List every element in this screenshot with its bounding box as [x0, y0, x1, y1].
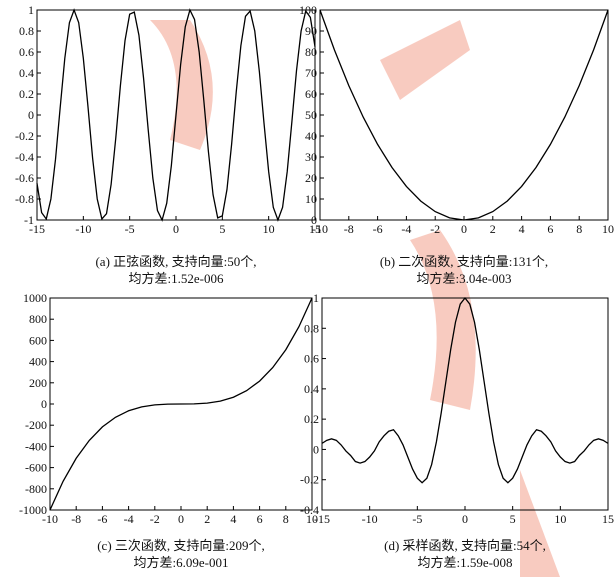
y-tick-label: -1: [24, 213, 34, 227]
x-tick-label: -10: [362, 512, 378, 526]
y-tick-label: 1000: [23, 291, 47, 305]
y-tick-label: -800: [25, 482, 47, 496]
x-tick-label: 5: [219, 222, 225, 236]
data-line: [50, 298, 312, 510]
y-tick-label: 0.4: [304, 382, 319, 396]
y-tick-label: 200: [29, 376, 47, 390]
x-tick-label: -5: [412, 512, 422, 526]
x-tick-label: 10: [554, 512, 566, 526]
y-tick-label: 30: [305, 150, 317, 164]
x-tick-label: 0: [462, 512, 468, 526]
caption: 均方差:3.04e-003: [417, 271, 512, 286]
y-tick-label: 0: [41, 397, 47, 411]
x-tick-label: 8: [283, 512, 289, 526]
x-tick-label: 10: [263, 222, 275, 236]
y-tick-label: 80: [305, 45, 317, 59]
y-tick-label: 90: [305, 24, 317, 38]
x-tick-label: 0: [178, 512, 184, 526]
y-tick-label: -0.2: [300, 473, 319, 487]
y-tick-label: -0.4: [15, 150, 34, 164]
x-tick-label: 8: [576, 222, 582, 236]
x-tick-label: 10: [602, 222, 614, 236]
x-tick-label: -6: [373, 222, 383, 236]
caption: 均方差:1.59e-008: [418, 555, 513, 570]
caption: (a) 正弦函数, 支持向量:50个,: [95, 254, 256, 269]
x-tick-label: 2: [490, 222, 496, 236]
x-tick-label: -2: [150, 512, 160, 526]
y-tick-label: -1000: [19, 503, 47, 517]
x-tick-label: 2: [204, 512, 210, 526]
y-tick-label: 10: [305, 192, 317, 206]
x-tick-label: 6: [257, 512, 263, 526]
y-tick-label: 70: [305, 66, 317, 80]
y-tick-label: 40: [305, 129, 317, 143]
caption: (d) 采样函数, 支持向量:54个,: [384, 538, 546, 553]
y-tick-label: -0.4: [300, 503, 319, 517]
y-tick-label: 0.2: [19, 87, 34, 101]
y-tick-label: 50: [305, 108, 317, 122]
x-tick-label: 15: [602, 512, 614, 526]
x-tick-label: -2: [430, 222, 440, 236]
y-tick-label: 400: [29, 355, 47, 369]
x-tick-label: 4: [230, 512, 236, 526]
y-tick-label: 1: [313, 291, 319, 305]
x-tick-label: 4: [519, 222, 525, 236]
y-tick-label: -0.8: [15, 192, 34, 206]
y-tick-label: -0.6: [15, 171, 34, 185]
x-tick-label: -4: [124, 512, 134, 526]
caption: 均方差:6.09e-001: [134, 555, 229, 570]
y-tick-label: 20: [305, 171, 317, 185]
figure: -15-10-5051015-1-0.8-0.6-0.4-0.200.20.40…: [0, 0, 615, 577]
x-tick-label: -5: [125, 222, 135, 236]
x-tick-label: 0: [173, 222, 179, 236]
y-tick-label: 800: [29, 312, 47, 326]
x-tick-label: -10: [75, 222, 91, 236]
y-tick-label: 0.6: [304, 352, 319, 366]
y-tick-label: 0: [28, 108, 34, 122]
x-tick-label: 5: [510, 512, 516, 526]
y-tick-label: 60: [305, 87, 317, 101]
y-tick-label: 100: [299, 3, 317, 17]
caption: 均方差:1.52e-006: [129, 271, 224, 286]
y-tick-label: 0.8: [304, 321, 319, 335]
y-tick-label: 0.2: [304, 412, 319, 426]
y-tick-label: 0: [311, 213, 317, 227]
caption: (b) 二次函数, 支持向量:131个,: [380, 254, 548, 269]
x-tick-label: -4: [401, 222, 411, 236]
y-tick-label: 0.4: [19, 66, 34, 80]
x-tick-label: -8: [344, 222, 354, 236]
caption: (c) 三次函数, 支持向量:209个,: [97, 538, 265, 553]
y-tick-label: -600: [25, 461, 47, 475]
x-tick-label: 6: [547, 222, 553, 236]
x-tick-label: -6: [97, 512, 107, 526]
y-tick-label: 600: [29, 333, 47, 347]
y-tick-label: 1: [28, 3, 34, 17]
y-tick-label: -200: [25, 418, 47, 432]
y-tick-label: 0: [313, 442, 319, 456]
y-tick-label: -400: [25, 439, 47, 453]
x-tick-label: 0: [461, 222, 467, 236]
y-tick-label: -0.2: [15, 129, 34, 143]
x-tick-label: -8: [71, 512, 81, 526]
y-tick-label: 0.6: [19, 45, 34, 59]
y-tick-label: 0.8: [19, 24, 34, 38]
